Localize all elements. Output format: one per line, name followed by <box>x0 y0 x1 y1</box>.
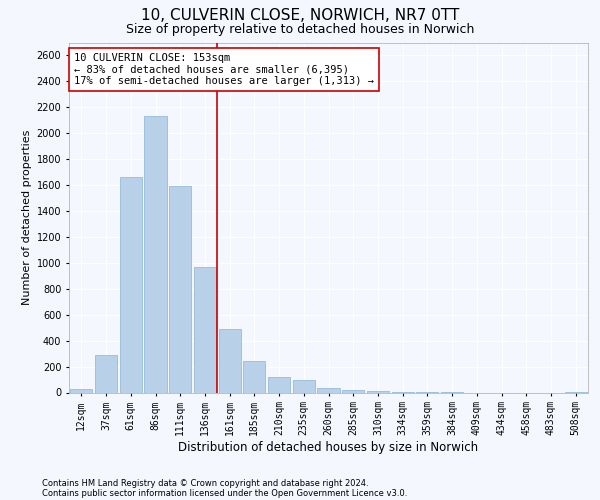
Text: Size of property relative to detached houses in Norwich: Size of property relative to detached ho… <box>126 22 474 36</box>
Bar <box>70 388 92 392</box>
Bar <box>119 178 142 392</box>
Text: 10, CULVERIN CLOSE, NORWICH, NR7 0TT: 10, CULVERIN CLOSE, NORWICH, NR7 0TT <box>141 8 459 22</box>
Bar <box>169 186 191 392</box>
X-axis label: Distribution of detached houses by size in Norwich: Distribution of detached houses by size … <box>178 441 479 454</box>
Bar <box>194 267 216 392</box>
Bar <box>145 116 167 392</box>
Bar <box>342 390 364 392</box>
Text: Contains HM Land Registry data © Crown copyright and database right 2024.: Contains HM Land Registry data © Crown c… <box>42 478 368 488</box>
Bar <box>243 362 265 392</box>
Y-axis label: Number of detached properties: Number of detached properties <box>22 130 32 305</box>
Text: Contains public sector information licensed under the Open Government Licence v3: Contains public sector information licen… <box>42 488 407 498</box>
Bar <box>317 388 340 392</box>
Bar <box>218 329 241 392</box>
Bar <box>268 377 290 392</box>
Bar <box>293 380 315 392</box>
Bar <box>95 355 117 393</box>
Text: 10 CULVERIN CLOSE: 153sqm
← 83% of detached houses are smaller (6,395)
17% of se: 10 CULVERIN CLOSE: 153sqm ← 83% of detac… <box>74 53 374 86</box>
